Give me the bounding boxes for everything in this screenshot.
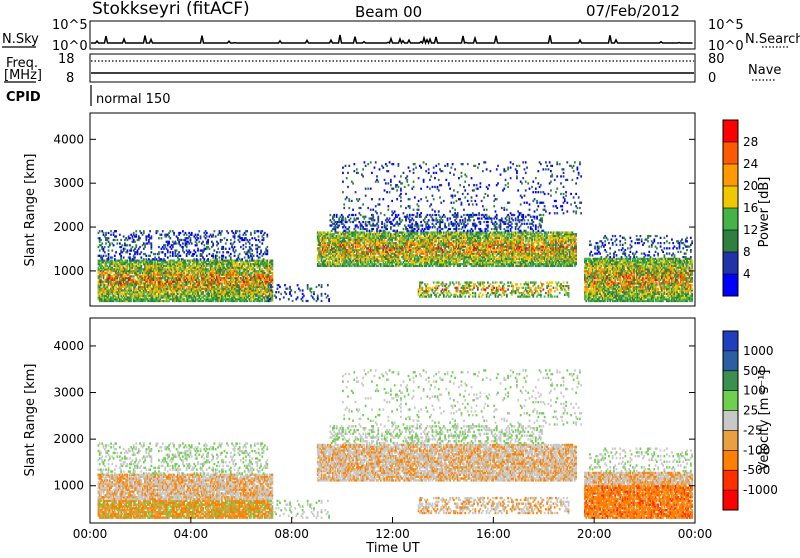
colorbar-swatch bbox=[723, 490, 738, 510]
colorbar-swatch bbox=[723, 164, 738, 186]
frequency-panel: Freq. [MHz] 18 8 80 0 Nave bbox=[4, 52, 781, 86]
colorbar-tick-label: 24 bbox=[743, 157, 758, 171]
colorbar-swatch bbox=[723, 411, 738, 431]
colorbar-tick-label: 16 bbox=[743, 201, 758, 215]
x-tick-label: 12:00 bbox=[375, 527, 410, 541]
colorbar-swatch bbox=[723, 120, 738, 142]
x-tick-label: 00:00 bbox=[678, 527, 713, 541]
colorbar-tick-label: 25 bbox=[743, 404, 758, 418]
power-colorbar: 28 24 20 16 12 8 4 bbox=[723, 120, 758, 296]
velocity-colorbar-label: Velocity [m s⁻¹] bbox=[757, 370, 772, 471]
y-tick-label: 4000 bbox=[53, 339, 84, 353]
power-colorbar-label: Power [dB] bbox=[757, 177, 772, 248]
y-tick-label: 4000 bbox=[53, 132, 84, 146]
colorbar-tick-label: 8 bbox=[743, 245, 751, 259]
y-tick-label: 3000 bbox=[53, 386, 84, 400]
freq-top-tick: 18 bbox=[58, 52, 75, 67]
beam-title: Beam 00 bbox=[355, 3, 422, 21]
y-tick-label: 2000 bbox=[53, 220, 84, 234]
power-panel: 1000 2000 3000 4000 Slant Range [km] 28 24 20… bbox=[23, 113, 772, 306]
colorbar-swatch bbox=[723, 430, 738, 450]
cpid-mode: normal 150 bbox=[96, 92, 171, 107]
nsearch-label: N.Search bbox=[745, 32, 800, 47]
velocity-scatter bbox=[98, 369, 693, 519]
colorbar-swatch bbox=[723, 274, 738, 296]
nsky-label: N.Sky bbox=[2, 32, 39, 47]
freq-bottom-tick: 8 bbox=[66, 71, 74, 86]
colorbar-tick-label: 12 bbox=[743, 223, 758, 237]
colorbar-tick-label: 28 bbox=[743, 135, 758, 149]
station-title: Stokkseyri (fitACF) bbox=[92, 0, 250, 19]
colorbar-swatch bbox=[723, 470, 738, 490]
y-tick-label: 1000 bbox=[53, 264, 84, 278]
colorbar-swatch bbox=[723, 450, 738, 470]
colorbar-swatch bbox=[723, 208, 738, 230]
colorbar-swatch bbox=[723, 252, 738, 274]
colorbar-swatch bbox=[723, 371, 738, 391]
colorbar-swatch bbox=[723, 186, 738, 208]
nave-bottom-tick: 0 bbox=[708, 71, 716, 86]
colorbar-swatch bbox=[723, 142, 738, 164]
colorbar-tick-label: -1000 bbox=[743, 483, 778, 497]
x-tick-label: 16:00 bbox=[476, 527, 511, 541]
x-tick-label: 00:00 bbox=[73, 527, 108, 541]
nsky-top-tick: 10^5 bbox=[52, 18, 88, 33]
colorbar-tick-label: 4 bbox=[743, 267, 751, 281]
colorbar-tick-label: 1000 bbox=[743, 344, 774, 358]
noise-panel: N.Sky 10^5 10^0 10^5 10^0 N.Search bbox=[2, 18, 800, 54]
power-scatter bbox=[98, 161, 693, 302]
velocity-ylabel: Slant Range [km] bbox=[23, 364, 38, 477]
x-tick-label: 04:00 bbox=[174, 527, 209, 541]
x-tick-label: 08:00 bbox=[274, 527, 309, 541]
freq-label-2: [MHz] bbox=[4, 68, 42, 83]
nsearch-top-tick: 10^5 bbox=[708, 18, 744, 33]
nave-top-tick: 80 bbox=[708, 52, 725, 67]
colorbar-swatch bbox=[723, 331, 738, 351]
colorbar-swatch bbox=[723, 230, 738, 252]
x-tick-label: 20:00 bbox=[577, 527, 612, 541]
colorbar-tick-label: 20 bbox=[743, 179, 758, 193]
y-tick-label: 1000 bbox=[53, 479, 84, 493]
time-axis-label: Time UT bbox=[365, 541, 419, 554]
cpid-label: CPID bbox=[6, 90, 41, 105]
colorbar-swatch bbox=[723, 351, 738, 371]
nave-label: Nave bbox=[748, 63, 781, 78]
y-tick-label: 2000 bbox=[53, 432, 84, 446]
y-tick-label: 3000 bbox=[53, 176, 84, 190]
power-ylabel: Slant Range [km] bbox=[23, 154, 38, 267]
date-title: 07/Feb/2012 bbox=[586, 2, 680, 20]
cpid-panel: CPID normal 150 bbox=[6, 85, 171, 107]
colorbar-swatch bbox=[723, 391, 738, 411]
noise-sky-line bbox=[91, 35, 693, 43]
